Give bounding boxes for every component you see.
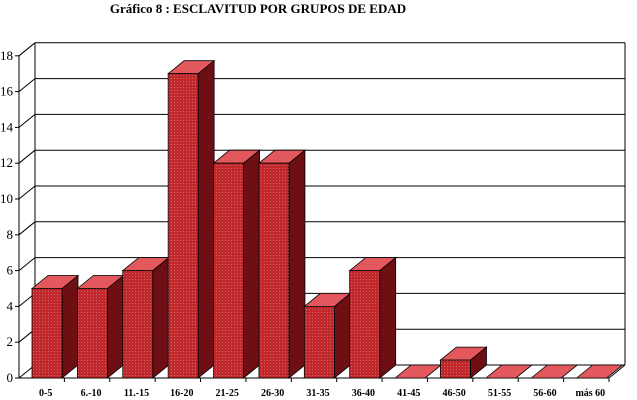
x-tick-label: 56-60 — [533, 388, 556, 399]
x-tick-label: 0-5 — [39, 388, 52, 399]
y-tick-label: 8 — [7, 227, 14, 242]
bar-top — [575, 364, 624, 379]
y-tick-label: 14 — [0, 119, 14, 134]
gridline-side-9 — [18, 42, 36, 57]
bar-side — [379, 256, 397, 379]
y-tick-label: 6 — [7, 263, 14, 278]
bar-texture — [32, 288, 62, 378]
gridline-side-3 — [18, 257, 36, 271]
bar-56-60 — [530, 364, 579, 379]
y-tick-label: 12 — [0, 155, 13, 170]
bar-texture — [440, 360, 471, 378]
x-tick-label: más 60 — [575, 388, 605, 399]
x-tick-label: 6.-10 — [81, 388, 102, 399]
bar-texture — [213, 163, 244, 378]
y-tick-label: 2 — [7, 334, 14, 349]
bar-texture — [258, 163, 289, 378]
bar-texture — [122, 270, 153, 378]
bar-11.-15 — [121, 256, 170, 379]
x-tick-label: 11.-15 — [124, 388, 149, 399]
bar-texture — [77, 288, 108, 378]
floor-right-edge — [608, 364, 626, 379]
bar-top — [530, 364, 579, 379]
x-tick-label: 36-40 — [352, 388, 375, 399]
bar-side — [197, 59, 215, 379]
gridline-side-8 — [18, 78, 36, 92]
gridline-side-4 — [18, 221, 36, 236]
bar-6.-10 — [76, 274, 125, 379]
x-tick-label: 26-30 — [261, 388, 284, 399]
x-tick-label: 41-45 — [397, 388, 420, 399]
y-tick-label: 0 — [7, 370, 14, 385]
bar-top — [393, 364, 443, 379]
bar-51-55 — [484, 364, 533, 379]
x-tick-label: 31-35 — [306, 388, 329, 399]
bar-31-35 — [303, 292, 352, 379]
gridline-side-5 — [18, 185, 36, 200]
bar-side — [152, 256, 170, 379]
bar-41-45 — [393, 364, 443, 379]
bar-21-25 — [212, 149, 261, 379]
y-tick-label: 4 — [7, 298, 14, 313]
bar-texture — [304, 306, 335, 378]
y-tick-label: 18 — [0, 48, 13, 63]
bar-texture — [168, 73, 199, 378]
x-tick-label: 46-50 — [442, 388, 465, 399]
bar-46-50 — [439, 346, 488, 379]
bar-16-20 — [167, 59, 216, 379]
bar-side — [61, 274, 79, 379]
y-axis-ticks: 0 2 4 6 8 10 12 14 16 18 — [0, 48, 19, 385]
bar-side — [333, 292, 351, 379]
bar-side — [288, 149, 306, 379]
bar-36-40 — [348, 256, 397, 379]
bar-side — [243, 149, 260, 379]
bar-más 60 — [575, 364, 624, 379]
y-tick-label: 16 — [0, 84, 14, 99]
x-axis-labels: 0-5 6.-10 11.-15 16-20 21-25 26-30 31-35 36-40 4… — [39, 378, 610, 399]
x-tick-label: 21-25 — [216, 388, 239, 399]
bar-texture — [349, 270, 380, 378]
gridline-side-6 — [18, 149, 36, 164]
bar-26-30 — [257, 149, 307, 379]
bar-side — [106, 274, 124, 379]
bar-top — [484, 364, 533, 379]
bars — [30, 59, 624, 379]
x-tick-label: 16-20 — [170, 388, 193, 399]
bar-0-5 — [30, 274, 80, 379]
chart-title: Gráfico 8 : ESCLAVITUD POR GRUPOS DE EDA… — [110, 1, 406, 16]
y-tick-label: 10 — [0, 191, 13, 206]
gridline-side-7 — [18, 114, 36, 128]
x-tick-label: 51-55 — [488, 388, 511, 399]
